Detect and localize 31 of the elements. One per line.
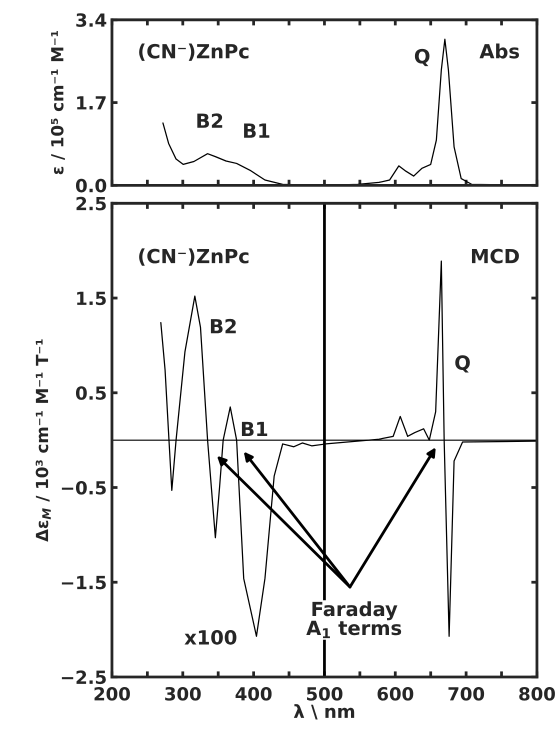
y-tick-label: 3.4	[76, 13, 106, 27]
x-tick-label: 700	[448, 687, 484, 701]
annotation: Q	[455, 355, 470, 373]
y-tick-label: −1.5	[62, 576, 106, 590]
y-axis-title: ε / 10⁵ cm⁻¹ M⁻¹	[50, 30, 65, 174]
y-tick-label: 1.7	[77, 96, 106, 110]
y-tick-label: 1.5	[77, 292, 106, 306]
annotation: (CN⁻)ZnPc	[139, 248, 248, 266]
y-axis-title: Δε$_{M}$ / 10³ cm⁻¹ M⁻¹ T⁻¹	[36, 339, 51, 542]
x-tick-label: 600	[378, 687, 414, 701]
y-tick-label: −0.5	[62, 480, 106, 495]
annotation: x100	[184, 630, 236, 645]
annotation: B1	[244, 124, 270, 138]
y-tick-label: −2.5	[62, 670, 106, 684]
annotation: Faraday A$_{1}$ terms	[306, 601, 402, 638]
annotation: B1	[242, 422, 268, 436]
annotation: Abs	[480, 44, 520, 59]
annotation: B2	[197, 113, 222, 128]
annotation: (CN⁻)ZnPc	[139, 44, 248, 61]
x-tick-label: 400	[236, 687, 272, 701]
x-tick-label: 200	[94, 687, 130, 701]
annotation: B2	[210, 318, 236, 334]
x-tick-label: 500	[307, 687, 342, 701]
y-tick-label: 2.5	[76, 196, 106, 210]
x-axis-title: λ \ nm	[294, 704, 354, 720]
y-tick-label: 0.0	[76, 178, 106, 192]
annotation: MCD	[472, 248, 519, 264]
x-tick-label: 800	[519, 687, 555, 701]
x-tick-label: 300	[165, 687, 201, 701]
y-tick-label: 0.5	[76, 386, 106, 400]
annotation: Q	[414, 48, 430, 66]
